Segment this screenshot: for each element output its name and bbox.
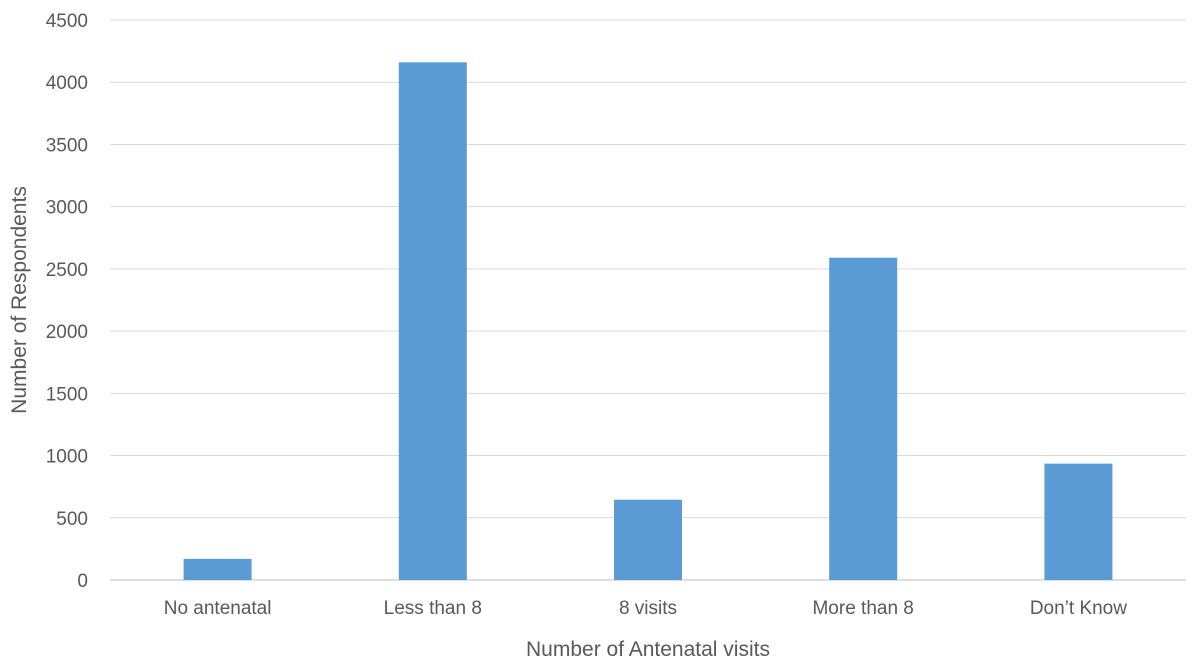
y-tick-label: 4000 xyxy=(46,73,88,94)
bars xyxy=(183,62,1113,581)
y-tick-label: 1500 xyxy=(46,384,88,405)
y-tick-label: 2000 xyxy=(46,322,88,343)
y-tick-label: 2500 xyxy=(46,260,88,281)
x-tick-label: 8 visits xyxy=(619,598,677,619)
y-axis-ticks: 0 500 1000 1500 2000 2500 3000 3500 4000 4500 xyxy=(46,11,88,592)
bar xyxy=(398,62,467,581)
bar xyxy=(1044,463,1113,580)
x-axis-title: Number of Antenatal visits xyxy=(526,638,770,661)
x-axis-ticks: No antenatal Less than 8 8 visits More than… xyxy=(164,598,1128,619)
x-tick-label: More than 8 xyxy=(812,598,913,619)
x-tick-label: Less than 8 xyxy=(384,598,482,619)
y-axis-title: Number of Respondents xyxy=(8,186,31,414)
y-tick-label: 3500 xyxy=(46,135,88,156)
y-tick-label: 1000 xyxy=(46,447,88,468)
y-tick-label: 4500 xyxy=(46,11,88,32)
bar xyxy=(183,558,252,580)
gridlines xyxy=(110,19,1186,581)
y-tick-label: 500 xyxy=(56,509,88,530)
bar xyxy=(614,499,682,580)
y-tick-label: 0 xyxy=(77,571,88,592)
y-tick-label: 3000 xyxy=(46,198,88,219)
bar xyxy=(829,257,898,580)
x-tick-label: No antenatal xyxy=(164,598,272,619)
x-tick-label: Don’t Know xyxy=(1030,598,1127,619)
